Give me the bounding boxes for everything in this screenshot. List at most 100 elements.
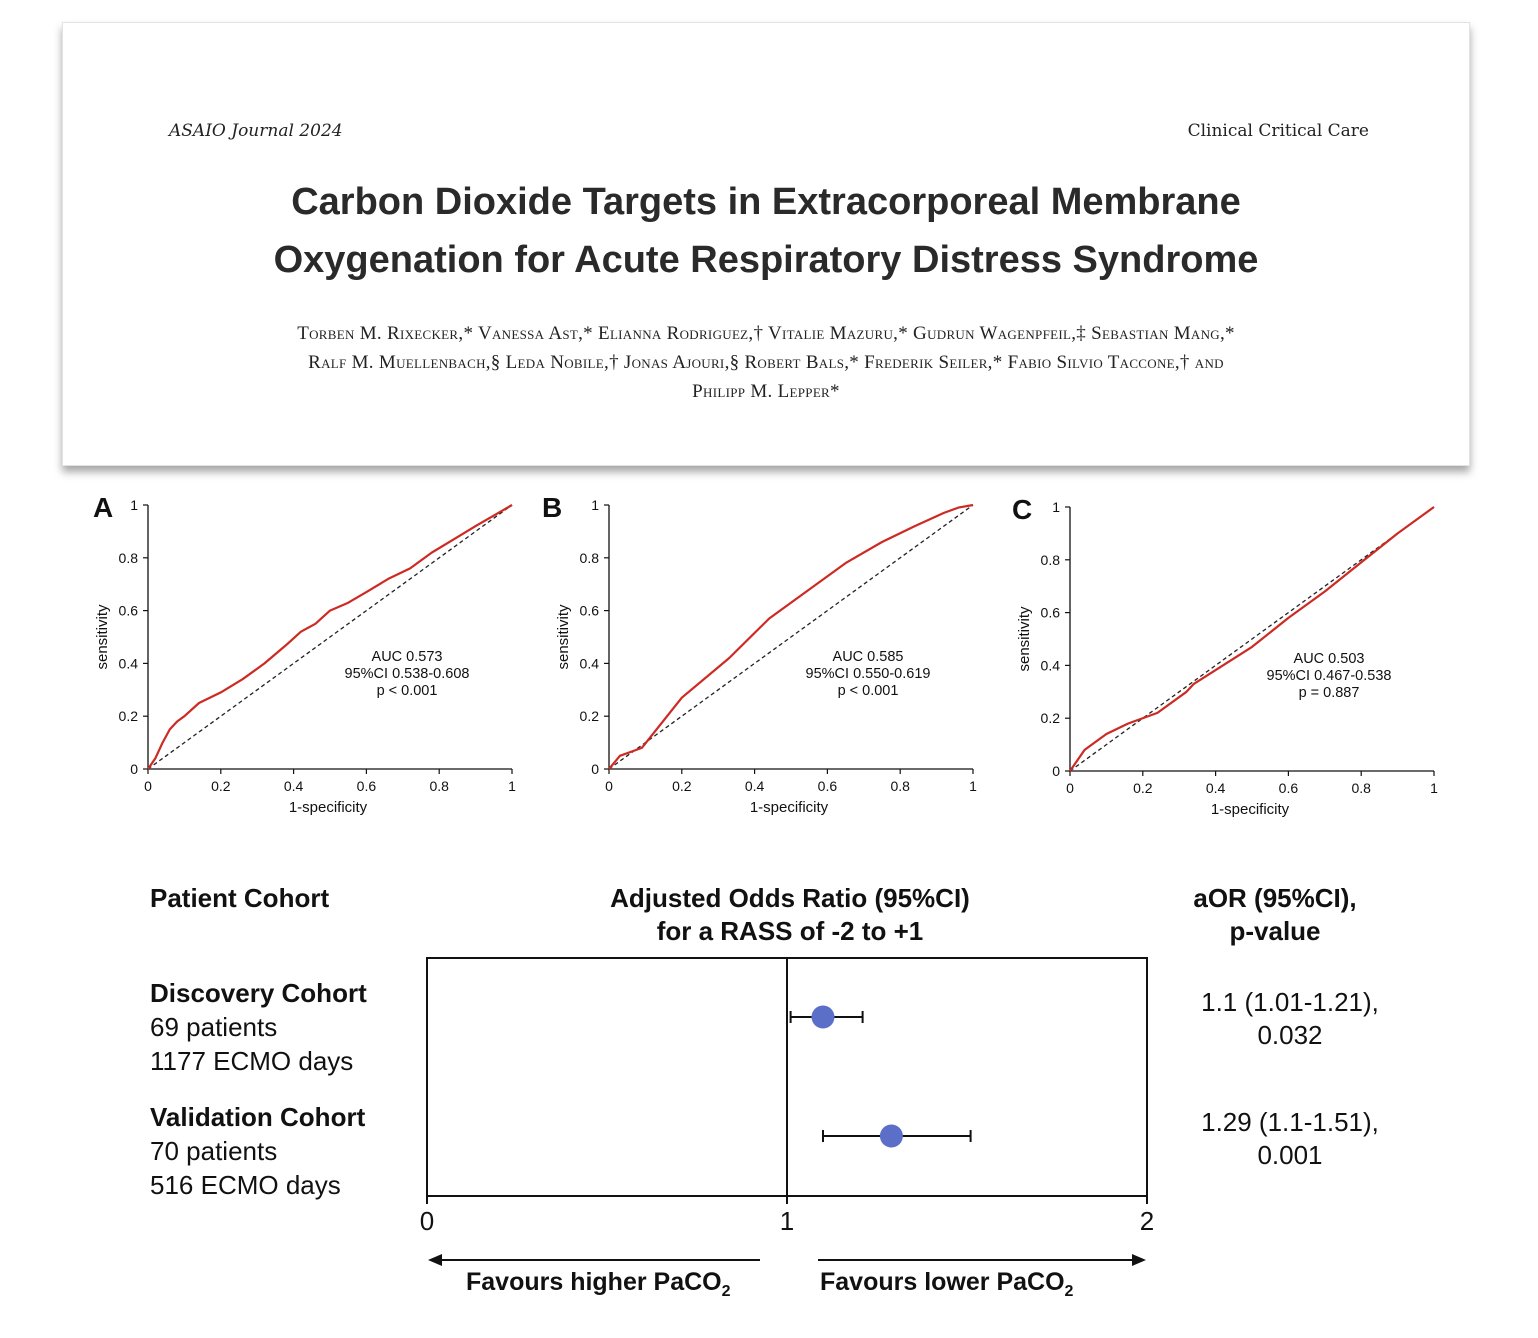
x-tick-label: 0 <box>605 778 613 794</box>
y-tick-label: 1 <box>1052 499 1060 515</box>
col-head-cohort: Patient Cohort <box>150 882 329 915</box>
journal-name: ASAIO Journal 2024 <box>169 121 343 141</box>
x-tick-label: 0.8 <box>890 778 910 794</box>
x-tick-label: 1 <box>508 778 516 794</box>
authors-line-1: Torben M. Rixecker,* Vanessa Ast,* Elian… <box>297 323 1235 344</box>
estimate-marker <box>811 1005 835 1029</box>
cohort-name: Discovery Cohort <box>150 978 367 1008</box>
x-tick-label: 0.6 <box>357 778 377 794</box>
estimate-marker <box>879 1124 903 1148</box>
roc-panels: A 0 0.2 0.4 0.6 0.8 1 0 0.2 0.4 0.6 0.8 1 1-specifici… <box>93 492 1438 818</box>
auc-annotation: AUC 0.585 <box>833 649 904 665</box>
authors-line-3: Philipp M. Lepper* <box>692 381 840 402</box>
y-tick-label: 0 <box>1052 763 1060 779</box>
col-head-aor-chart: Adjusted Odds Ratio (95%CI) for a RASS o… <box>560 882 1020 948</box>
reference-diagonal <box>1069 506 1435 772</box>
y-axis-label: sensitivity <box>1016 606 1033 672</box>
panel-letter: C <box>1012 494 1032 525</box>
x-tick-label: 0.2 <box>211 778 231 794</box>
x-tick-label: 0 <box>144 778 152 794</box>
y-tick-label: 0.6 <box>119 603 139 619</box>
y-tick-label: 0.4 <box>119 655 139 671</box>
y-axis-label: sensitivity <box>94 604 111 670</box>
cohort-days: 516 ECMO days <box>150 1170 341 1200</box>
y-tick-label: 0.4 <box>1041 657 1061 673</box>
y-tick-label: 0 <box>591 761 599 777</box>
auc-annotation: 95%CI 0.467-0.538 <box>1267 668 1392 684</box>
col-head-value-line-2: p-value <box>1229 916 1321 946</box>
y-tick-label: 0.8 <box>119 550 139 566</box>
x-tick-label: 0.8 <box>1351 780 1371 796</box>
authors-line-2: Ralf M. Muellenbach,§ Leda Nobile,† Jona… <box>308 352 1224 373</box>
reference-diagonal <box>608 504 974 770</box>
article-title: Carbon Dioxide Targets in Extracorporeal… <box>63 173 1469 289</box>
x-tick-label: 0 <box>1066 780 1074 796</box>
panel-letter: B <box>542 492 562 523</box>
x-tick-label: 0.2 <box>672 778 692 794</box>
x-tick-label: 0.6 <box>818 778 838 794</box>
article-header-card: ASAIO Journal 2024 Clinical Critical Car… <box>62 22 1470 466</box>
author-list: Torben M. Rixecker,* Vanessa Ast,* Elian… <box>63 319 1469 406</box>
favours-lower-sub: 2 <box>1064 1283 1074 1300</box>
auc-annotation: p = 0.887 <box>1299 685 1360 701</box>
auc-annotation: p < 0.001 <box>377 683 438 699</box>
cohort-days: 1177 ECMO days <box>150 1046 354 1076</box>
forest-row-1 <box>789 1005 864 1029</box>
col-head-aor-value: aOR (95%CI), p-value <box>1165 882 1385 948</box>
col-head-aor-line-2: for a RASS of -2 to +1 <box>656 916 924 946</box>
x-tick-label: 1 <box>1430 780 1438 796</box>
auc-annotation: 95%CI 0.538-0.608 <box>345 666 470 682</box>
cohort-validation: Validation Cohort 70 patients 516 ECMO d… <box>150 1100 365 1202</box>
roc-panel-a: A 0 0.2 0.4 0.6 0.8 1 0 0.2 0.4 0.6 0.8 1 1-specifici… <box>93 492 516 816</box>
roc-curve <box>147 504 513 770</box>
cohort-patients: 69 patients <box>150 1012 278 1042</box>
col-head-cohort-text: Patient Cohort <box>150 883 330 913</box>
y-tick-label: 1 <box>591 497 599 513</box>
y-tick-label: 0.6 <box>1041 605 1061 621</box>
cohort-discovery: Discovery Cohort 69 patients 1177 ECMO d… <box>150 976 367 1078</box>
aor-value-discovery: 1.1 (1.01-1.21), 0.032 <box>1180 986 1400 1052</box>
x-tick-label: 2 <box>1140 1206 1154 1236</box>
section-name: Clinical Critical Care <box>1187 121 1369 141</box>
y-tick-label: 0 <box>130 761 138 777</box>
y-tick-label: 0.4 <box>580 655 600 671</box>
aor-p-value: 0.001 <box>1257 1140 1323 1170</box>
cohort-patients: 70 patients <box>150 1136 278 1166</box>
auc-annotation: p < 0.001 <box>838 683 899 699</box>
x-tick-label: 0.2 <box>1133 780 1153 796</box>
aor-p-value: 0.032 <box>1257 1020 1323 1050</box>
favours-higher-text: Favours higher PaCO <box>466 1268 722 1296</box>
x-tick-label: 1 <box>780 1206 794 1236</box>
y-tick-label: 0.8 <box>580 550 600 566</box>
x-tick-label: 0.4 <box>1206 780 1226 796</box>
x-tick-label: 0 <box>420 1206 434 1236</box>
y-tick-label: 0.6 <box>580 603 600 619</box>
x-axis-label: 1-specificity <box>750 799 829 816</box>
y-tick-label: 0.2 <box>119 708 139 724</box>
favours-lower-label: Favours lower PaCO2 <box>820 1268 1073 1301</box>
cohort-name: Validation Cohort <box>150 1102 366 1132</box>
col-head-value-line-1: aOR (95%CI), <box>1193 883 1357 913</box>
aor-value-validation: 1.29 (1.1-1.51), 0.001 <box>1180 1106 1400 1172</box>
favours-left-arrow-head <box>428 1254 442 1266</box>
favours-lower-text: Favours lower PaCO <box>820 1268 1065 1296</box>
aor-estimate: 1.29 (1.1-1.51), <box>1201 1107 1379 1137</box>
reference-diagonal <box>147 504 513 770</box>
aor-estimate: 1.1 (1.01-1.21), <box>1201 987 1379 1017</box>
forest-plot: 0 1 2 <box>420 957 1154 1266</box>
title-line-2: Oxygenation for Acute Respiratory Distre… <box>273 239 1259 281</box>
y-tick-label: 1 <box>130 497 138 513</box>
y-axis-label: sensitivity <box>555 604 572 670</box>
roc-panel-b: B 0 0.2 0.4 0.6 0.8 1 0 0.2 0.4 0.6 0.8 1 1-specifici… <box>542 492 977 816</box>
y-tick-label: 0.2 <box>1041 710 1061 726</box>
x-axis-label: 1-specificity <box>289 799 368 816</box>
favours-right-arrow-head <box>1132 1254 1146 1266</box>
x-tick-label: 0.8 <box>429 778 449 794</box>
roc-curve <box>608 503 974 770</box>
x-tick-label: 1 <box>969 778 977 794</box>
x-axis-label: 1-specificity <box>1211 801 1290 818</box>
auc-annotation: 95%CI 0.550-0.619 <box>806 666 931 682</box>
forest-row-2 <box>822 1124 972 1148</box>
roc-curve <box>1069 506 1435 772</box>
title-line-1: Carbon Dioxide Targets in Extracorporeal… <box>291 181 1241 223</box>
